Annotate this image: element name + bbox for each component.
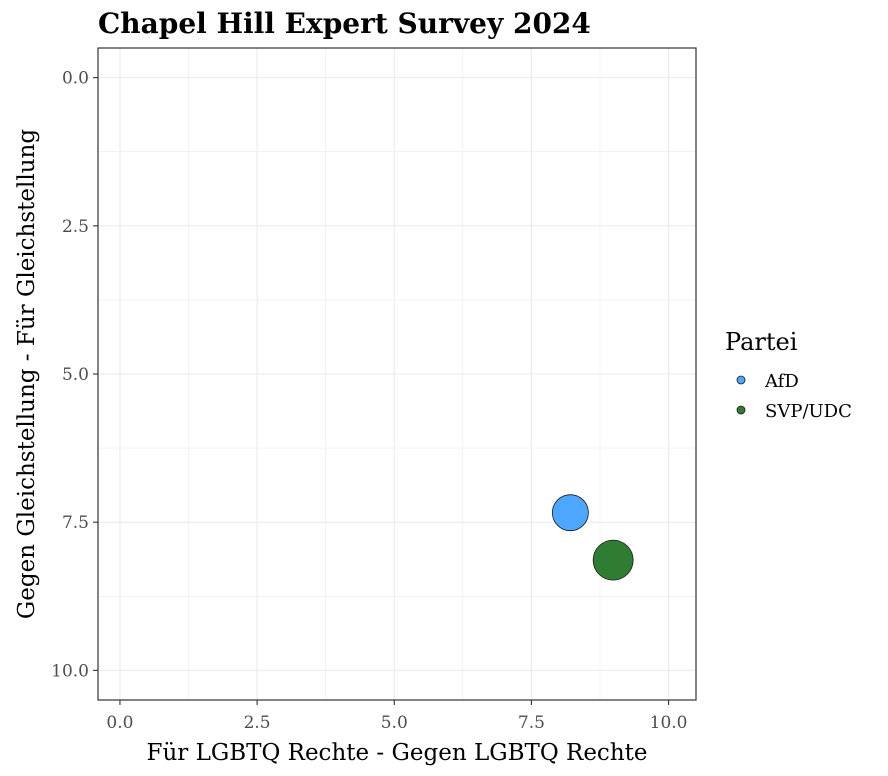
y-tick-label: 5.0 (62, 365, 89, 385)
x-tick-label: 0.0 (106, 713, 133, 733)
x-tick-label: 2.5 (244, 713, 271, 733)
data-point-afd (551, 494, 589, 532)
x-tick-label: 10.0 (650, 713, 688, 733)
y-axis-label: Gegen Gleichstellung - Für Gleichstellun… (14, 129, 40, 619)
x-axis-label: Für LGBTQ Rechte - Gegen LGBTQ Rechte (147, 740, 648, 766)
grid (98, 48, 696, 700)
x-axis-ticks: 0.0 2.5 5.0 7.5 10.0 (106, 700, 687, 733)
legend-label-svp-udc: SVP/UDC (765, 401, 852, 422)
legend-title: Partei (725, 328, 798, 356)
chart-title: Chapel Hill Expert Survey 2024 (98, 7, 591, 40)
x-tick-label: 7.5 (518, 713, 545, 733)
legend-key-afd (736, 375, 746, 385)
points (551, 494, 634, 581)
y-tick-label: 10.0 (51, 661, 89, 681)
y-axis-ticks: 0.0 2.5 5.0 7.5 10.0 (51, 69, 98, 681)
legend-key-svp-udc (736, 405, 746, 415)
y-tick-label: 0.0 (62, 69, 89, 89)
x-tick-label: 5.0 (381, 713, 408, 733)
y-tick-label: 2.5 (62, 217, 89, 237)
y-tick-label: 7.5 (62, 513, 89, 533)
data-point-svp-udc (592, 539, 634, 581)
legend: Partei AfD SVP/UDC (725, 328, 852, 422)
legend-label-afd: AfD (764, 371, 799, 392)
